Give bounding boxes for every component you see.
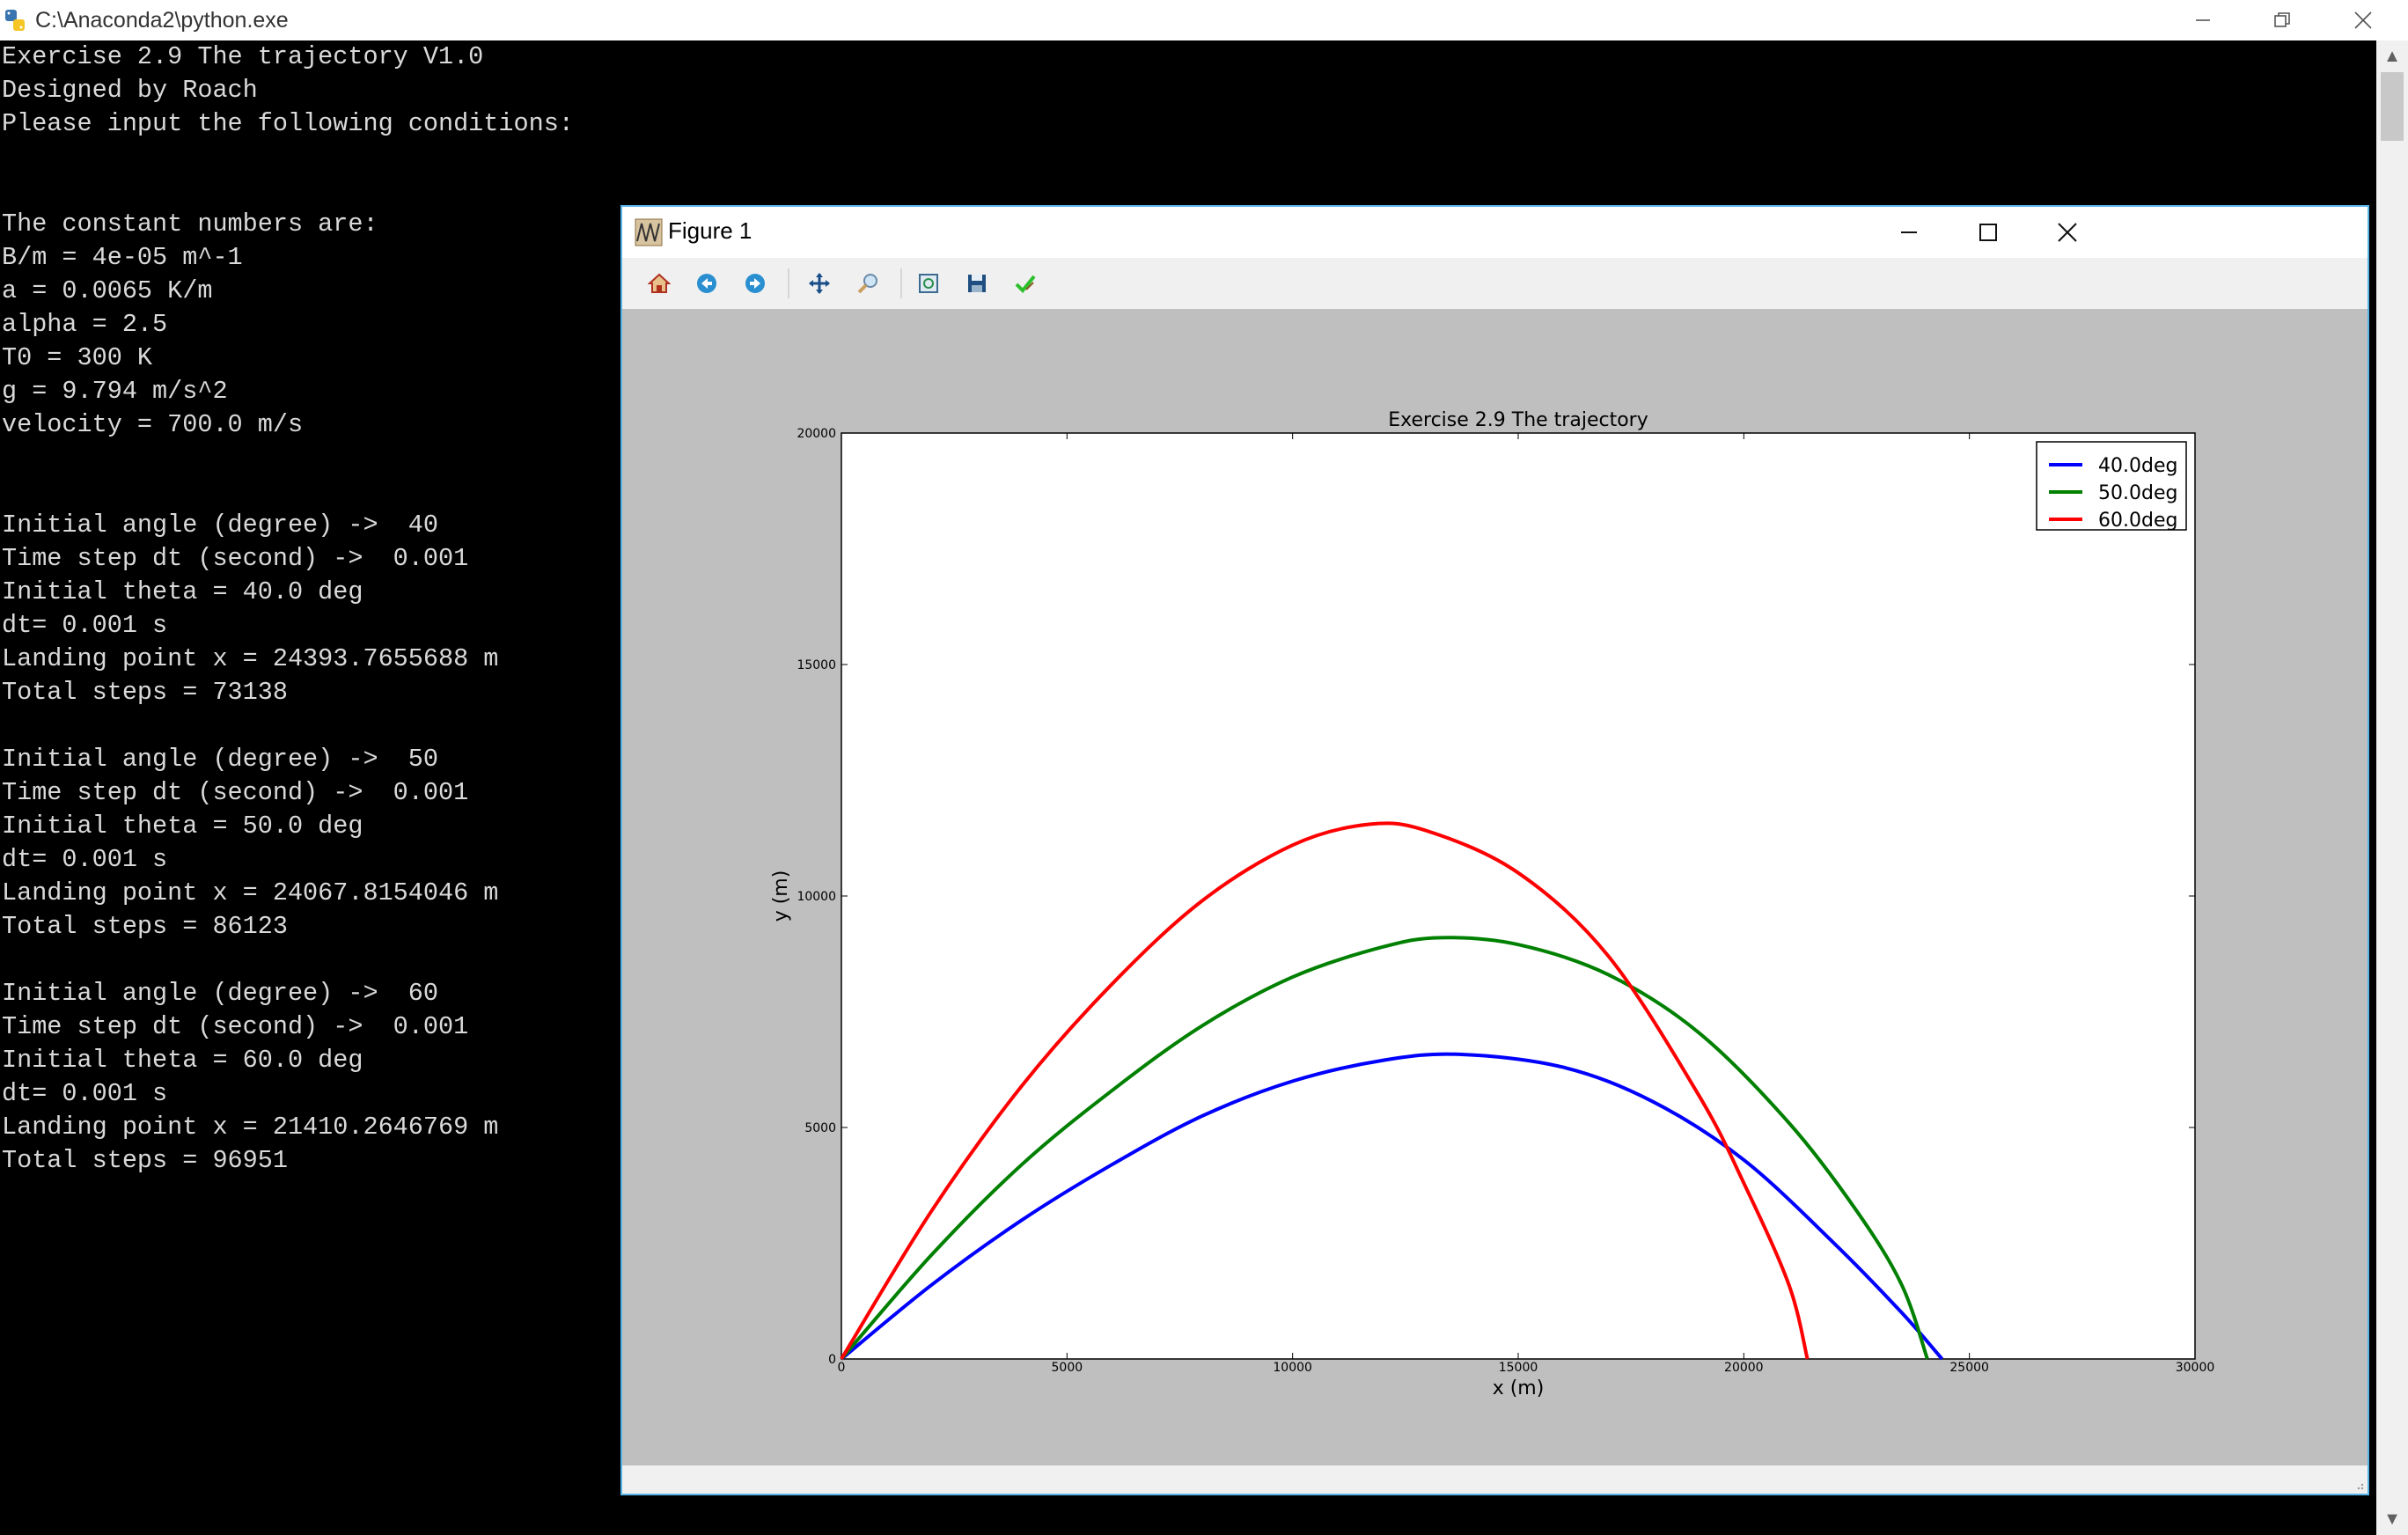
toolbar-separator (900, 268, 902, 298)
figure-window: Figure 1 (620, 205, 2369, 1495)
console-line: alpha = 2.5 (2, 310, 168, 339)
figure-title: Figure 1 (668, 217, 752, 244)
console-line: dt= 0.001 s (2, 1079, 168, 1108)
series-line-60.0deg (840, 821, 1810, 1361)
console-line: Total steps = 96951 (2, 1146, 288, 1175)
figure-minimize-button[interactable] (1869, 207, 1949, 258)
console-line: B/m = 4e-05 m^-1 (2, 243, 243, 272)
console-line: Landing point x = 24067.8154046 m (2, 878, 499, 907)
console-line: Initial theta = 60.0 deg (2, 1046, 363, 1075)
scroll-down-icon[interactable]: ▼ (2383, 1509, 2401, 1529)
x-tick-label: 15000 (1499, 1361, 1538, 1375)
scroll-up-icon[interactable]: ▲ (2383, 47, 2401, 66)
console-line: Designed by Roach (2, 76, 258, 105)
figure-titlebar: Figure 1 (622, 207, 2368, 258)
y-tick-label: 15000 (797, 658, 836, 672)
console-line: Initial theta = 40.0 deg (2, 577, 363, 606)
console-line (2, 141, 2378, 174)
console-line: dt= 0.001 s (2, 845, 168, 874)
maximize-icon (1979, 224, 1997, 241)
console-titlebar: C:\Anaconda2\python.exe (0, 0, 2408, 40)
console-line: The constant numbers are: (2, 209, 378, 239)
subplots-button[interactable] (914, 269, 943, 297)
y-tick-label: 0 (828, 1353, 836, 1367)
console-line: Initial theta = 50.0 deg (2, 812, 363, 841)
forward-button[interactable] (741, 269, 769, 297)
save-button[interactable] (963, 269, 991, 297)
subplots-icon (919, 274, 938, 293)
plot-area (841, 432, 2196, 1360)
console-line: g = 9.794 m/s^2 (2, 377, 228, 406)
zoom-icon (857, 274, 877, 294)
python-icon (5, 10, 25, 31)
console-line: velocity = 700.0 m/s (2, 410, 304, 439)
restore-icon (2274, 12, 2290, 27)
console-line: Initial angle (degree) -> 60 (2, 979, 438, 1008)
console-line: dt= 0.001 s (2, 611, 168, 640)
console-line: Total steps = 73138 (2, 678, 288, 707)
console-line: Initial angle (degree) -> 40 (2, 510, 438, 540)
zoom-button[interactable] (854, 269, 882, 297)
trajectory-chart: Exercise 2.9 The trajectory x (m) y (m) 0 50… (770, 409, 2215, 1399)
home-button[interactable] (645, 269, 673, 297)
chart-title: Exercise 2.9 The trajectory (1388, 409, 1648, 431)
figure-maximize-button[interactable] (1949, 207, 2028, 258)
minimize-icon (1901, 231, 1917, 233)
x-tick-label: 25000 (1949, 1361, 1989, 1375)
figure-close-button[interactable] (2028, 207, 2107, 258)
edit-check-icon (1015, 275, 1036, 293)
console-line: Landing point x = 21410.2646769 m (2, 1113, 499, 1142)
x-tick-label: 10000 (1273, 1361, 1312, 1375)
pan-button[interactable] (805, 269, 833, 297)
back-button[interactable] (693, 269, 721, 297)
legend (2036, 441, 2187, 531)
back-arrow-icon (697, 274, 716, 293)
scrollbar-thumb[interactable] (2381, 72, 2404, 141)
pan-icon (809, 273, 830, 294)
console-title: C:\Anaconda2\python.exe (35, 8, 289, 33)
console-line (2, 174, 2378, 208)
x-tick-label: 0 (838, 1361, 846, 1375)
x-axis-label: x (m) (1493, 1377, 1545, 1399)
console-line: Landing point x = 24393.7655688 m (2, 644, 499, 673)
close-icon (2354, 11, 2372, 29)
console-line: Time step dt (second) -> 0.001 (2, 778, 469, 807)
edit-button[interactable] (1011, 269, 1039, 297)
matplotlib-icon (635, 218, 663, 246)
figure-toolbar (622, 258, 2368, 309)
y-tick-label: 5000 (804, 1121, 836, 1135)
x-tick-label: 30000 (2176, 1361, 2215, 1375)
toolbar-separator (788, 268, 789, 298)
minimize-button[interactable] (2163, 0, 2243, 40)
console-line: Time step dt (second) -> 0.001 (2, 544, 469, 573)
figure-statusbar (622, 1465, 2368, 1494)
console-line: Total steps = 86123 (2, 912, 288, 941)
y-tick-label: 20000 (797, 427, 836, 441)
console-line: Time step dt (second) -> 0.001 (2, 1012, 469, 1041)
x-tick-label: 5000 (1052, 1361, 1083, 1375)
close-button[interactable] (2324, 0, 2403, 40)
restore-button[interactable] (2243, 0, 2322, 40)
legend-label: 50.0deg (2098, 482, 2177, 504)
home-icon (648, 273, 671, 293)
minimize-icon (2196, 19, 2210, 21)
y-tick-label: 10000 (797, 890, 836, 904)
y-axis-label: y (m) (770, 870, 792, 922)
series-line-40.0deg (840, 1052, 1944, 1361)
console-line: a = 0.0065 K/m (2, 276, 213, 305)
resize-grip-icon[interactable] (2353, 1480, 2364, 1490)
console-line: Initial angle (degree) -> 50 (2, 745, 438, 774)
close-icon (2058, 223, 2077, 242)
forward-arrow-icon (745, 274, 765, 293)
console-line: T0 = 300 K (2, 343, 153, 372)
x-tick-label: 20000 (1724, 1361, 1764, 1375)
console-line: Exercise 2.9 The trajectory V1.0 (2, 42, 484, 71)
figure-canvas[interactable]: Exercise 2.9 The trajectory x (m) y (m) 0 50… (622, 309, 2368, 1465)
console-line: Please input the following conditions: (2, 109, 574, 138)
series-line-50.0deg (840, 936, 1929, 1361)
legend-label: 40.0deg (2098, 455, 2177, 477)
console-scrollbar[interactable]: ▲ ▼ (2376, 40, 2408, 1535)
save-icon (968, 275, 986, 292)
legend-label: 60.0deg (2098, 510, 2177, 532)
